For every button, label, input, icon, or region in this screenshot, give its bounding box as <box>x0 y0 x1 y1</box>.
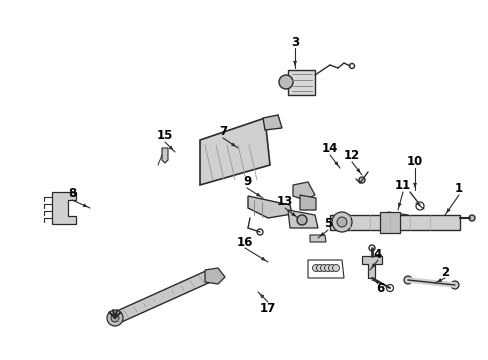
Text: 10: 10 <box>406 156 422 168</box>
Circle shape <box>320 265 327 271</box>
Circle shape <box>368 245 374 251</box>
Circle shape <box>316 265 323 271</box>
Polygon shape <box>329 215 459 230</box>
Circle shape <box>336 217 346 227</box>
Circle shape <box>312 265 319 271</box>
Circle shape <box>328 265 335 271</box>
Polygon shape <box>287 70 314 95</box>
Polygon shape <box>200 118 269 185</box>
Circle shape <box>111 314 119 322</box>
Text: 12: 12 <box>343 149 359 162</box>
Text: 7: 7 <box>219 126 226 139</box>
Polygon shape <box>299 195 315 210</box>
Polygon shape <box>204 268 224 284</box>
Polygon shape <box>387 212 409 224</box>
Circle shape <box>403 276 411 284</box>
Circle shape <box>107 310 123 326</box>
Polygon shape <box>52 192 76 224</box>
Text: 8: 8 <box>68 188 76 201</box>
Circle shape <box>324 265 331 271</box>
Polygon shape <box>292 182 314 200</box>
Polygon shape <box>379 212 399 233</box>
Circle shape <box>332 265 339 271</box>
Text: 16: 16 <box>236 235 253 248</box>
Polygon shape <box>247 196 291 218</box>
Text: 2: 2 <box>440 265 448 279</box>
Polygon shape <box>263 115 282 130</box>
Text: 4: 4 <box>373 248 381 261</box>
Circle shape <box>349 63 354 68</box>
Text: 11: 11 <box>394 180 410 193</box>
Text: 17: 17 <box>259 301 276 315</box>
Text: 14: 14 <box>321 143 338 156</box>
Polygon shape <box>287 210 317 228</box>
Circle shape <box>450 281 458 289</box>
Polygon shape <box>361 256 381 278</box>
Circle shape <box>257 229 263 235</box>
Circle shape <box>296 215 306 225</box>
Text: 13: 13 <box>276 195 292 208</box>
Text: 15: 15 <box>157 130 173 143</box>
Text: 6: 6 <box>375 283 384 296</box>
Polygon shape <box>162 148 168 163</box>
Polygon shape <box>309 235 325 242</box>
Circle shape <box>468 215 474 221</box>
Circle shape <box>386 284 393 292</box>
Text: 3: 3 <box>290 36 299 49</box>
Circle shape <box>279 75 292 89</box>
Text: 1: 1 <box>454 183 462 195</box>
Circle shape <box>358 177 364 183</box>
Text: 5: 5 <box>323 217 331 230</box>
Polygon shape <box>108 270 215 325</box>
Circle shape <box>415 202 423 210</box>
Circle shape <box>393 214 401 222</box>
Text: 9: 9 <box>243 175 251 189</box>
Circle shape <box>331 212 351 232</box>
